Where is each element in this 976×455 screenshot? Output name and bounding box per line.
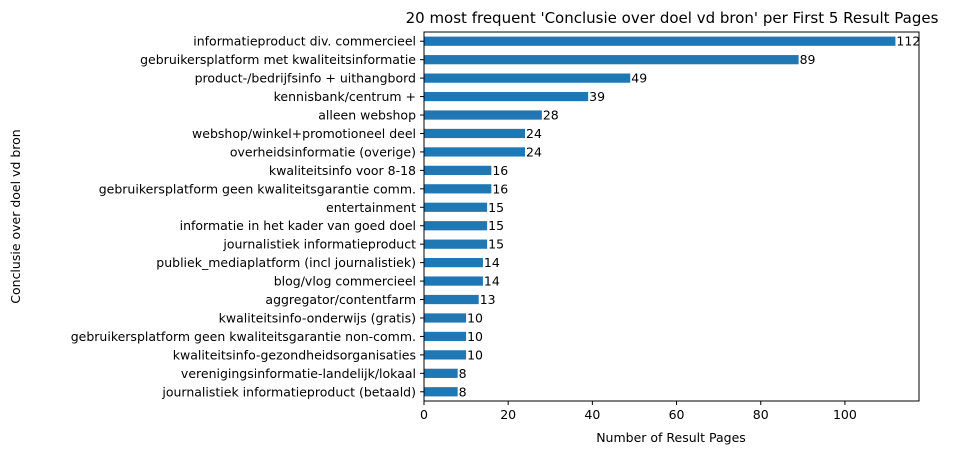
- x-tick-label: 0: [420, 407, 428, 422]
- x-tick-label: 40: [584, 407, 600, 422]
- y-category-label: overheidsinformatie (overige): [230, 144, 416, 159]
- y-category-label: verenigingsinformatie-landelijk/lokaal: [181, 366, 416, 381]
- bar: [424, 110, 542, 120]
- x-tick-label: 100: [833, 407, 857, 422]
- bar-value-label: 10: [467, 329, 483, 344]
- chart-title: 20 most frequent 'Conclusie over doel vd…: [406, 9, 939, 27]
- x-ticks-layer: 0 20 40 60 80 100: [420, 401, 857, 422]
- bar-value-label: 112: [896, 34, 920, 49]
- bar: [424, 387, 458, 397]
- bar: [424, 294, 479, 305]
- bar: [424, 91, 589, 102]
- y-category-labels-layer: informatieproduct div. commercieel gebrui…: [71, 34, 424, 399]
- x-tick-label: 60: [669, 407, 685, 422]
- y-category-label: journalistiek informatieproduct: [222, 237, 416, 252]
- bar-value-label: 15: [488, 237, 504, 252]
- y-category-label: publiek_mediaplatform (incl journalistie…: [156, 255, 416, 270]
- y-category-label: alleen webshop: [318, 108, 416, 123]
- y-category-label: gebruikersplatform geen kwaliteitsgarant…: [99, 181, 416, 196]
- bar-value-label: 24: [526, 126, 542, 141]
- bar-value-label: 8: [459, 366, 467, 381]
- y-category-label: kennisbank/centrum +: [274, 89, 416, 104]
- x-tick-label: 20: [500, 407, 516, 422]
- bar: [424, 239, 488, 249]
- bar-value-label: 16: [492, 181, 508, 196]
- bar: [424, 55, 799, 65]
- y-category-label: aggregator/contentfarm: [265, 292, 416, 307]
- y-category-label: kwaliteitsinfo-onderwijs (gratis): [219, 310, 416, 325]
- bar: [424, 73, 631, 83]
- bar: [424, 331, 467, 342]
- bars-layer: [424, 36, 896, 397]
- bar: [424, 276, 483, 286]
- bar-value-label: 8: [459, 384, 467, 399]
- bar-value-label: 15: [488, 200, 504, 215]
- y-category-label: entertainment: [326, 200, 416, 215]
- bar-value-label: 14: [484, 255, 500, 270]
- y-category-label: gebruikersplatform met kwaliteitsinforma…: [140, 52, 416, 67]
- bar-value-label: 14: [484, 274, 500, 289]
- bar-value-label: 89: [800, 52, 816, 67]
- y-category-label: product-/bedrijfsinfo + uithangbord: [195, 71, 416, 86]
- bar-value-label: 49: [631, 71, 647, 86]
- bar: [424, 258, 483, 268]
- y-category-label: journalistiek informatieproduct (betaald…: [161, 384, 416, 399]
- y-category-label: blog/vlog commercieel: [274, 274, 416, 289]
- bar-value-label: 13: [480, 292, 496, 307]
- bar-value-label: 15: [488, 218, 504, 233]
- bar: [424, 147, 526, 157]
- bar: [424, 350, 467, 360]
- y-category-label: kwaliteitsinfo voor 8-18: [269, 163, 416, 178]
- bar: [424, 313, 467, 323]
- bar-value-label: 10: [467, 347, 483, 362]
- plot-frame: [423, 31, 920, 402]
- bar: [424, 202, 488, 212]
- bar-value-label: 39: [589, 89, 605, 104]
- y-category-label: kwaliteitsinfo-gezondheidsorganisaties: [173, 347, 416, 362]
- bar: [424, 128, 526, 139]
- bar: [424, 165, 492, 175]
- bar-value-label: 16: [492, 163, 508, 178]
- y-axis-label: Conclusie over doel vd bron: [8, 129, 23, 303]
- bar: [424, 368, 458, 378]
- x-tick-label: 80: [753, 407, 769, 422]
- bar-value-label: 24: [526, 144, 542, 159]
- y-category-label: informatieproduct div. commercieel: [193, 34, 416, 49]
- y-category-label: webshop/winkel+promotioneel deel: [192, 126, 416, 141]
- bar-value-label: 28: [543, 108, 559, 123]
- bar: [424, 36, 896, 46]
- bar: [424, 184, 492, 194]
- y-category-label: informatie in het kader van goed doel: [180, 218, 416, 233]
- y-category-label: gebruikersplatform geen kwaliteitsgarant…: [71, 329, 416, 344]
- x-axis-label: Number of Result Pages: [596, 430, 746, 445]
- bar-value-label: 10: [467, 310, 483, 325]
- bar: [424, 221, 488, 231]
